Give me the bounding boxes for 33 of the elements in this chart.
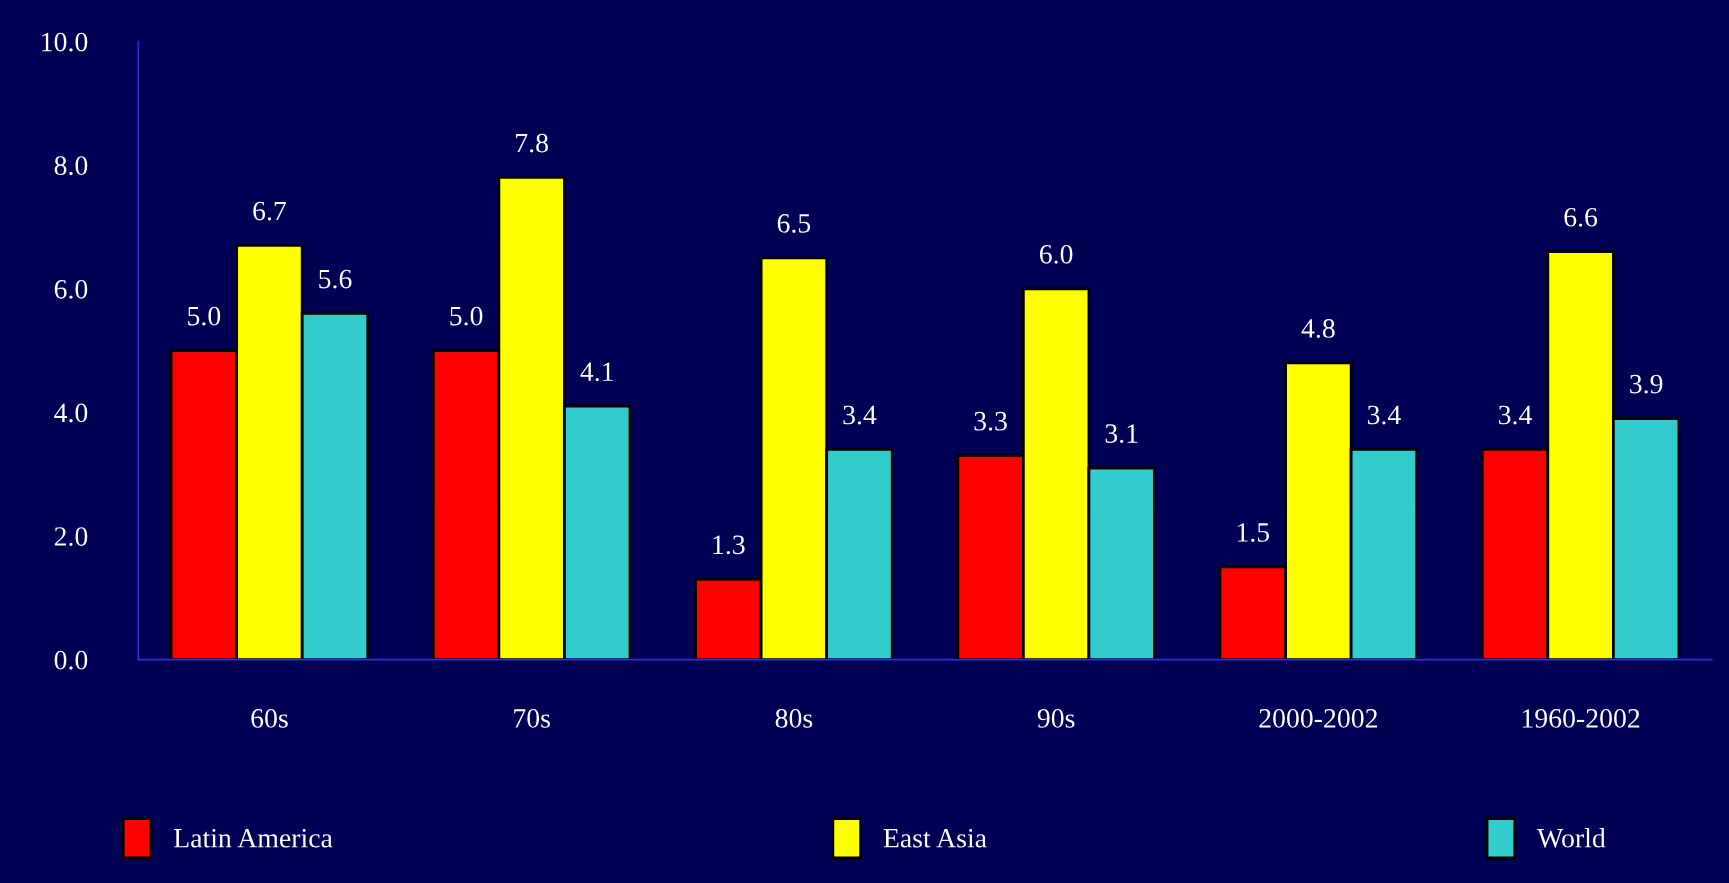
data-label: 6.7 xyxy=(253,201,286,221)
x-tick-label: 2000-2002 xyxy=(1259,709,1378,728)
data-label: 1.3 xyxy=(713,535,745,555)
data-label: 4.8 xyxy=(1301,319,1335,338)
data-label: 6.6 xyxy=(1564,207,1598,227)
y-tick-label: 2.0 xyxy=(54,527,88,547)
data-label: 3.3 xyxy=(974,411,1007,431)
x-tick-label: 60s xyxy=(251,709,288,728)
data-label: 3.4 xyxy=(843,405,877,425)
data-label: 5.6 xyxy=(319,269,352,289)
x-tick-label: 70s xyxy=(514,709,550,728)
data-label: 6.0 xyxy=(1039,244,1073,264)
y-tick-label: 10.0 xyxy=(42,32,88,52)
data-label: 6.5 xyxy=(777,214,811,233)
x-tick-label: 80s xyxy=(775,709,813,728)
legend-label: Latin America xyxy=(174,828,333,848)
legend-label: East Asia xyxy=(883,828,987,848)
data-label: 4.1 xyxy=(580,362,613,382)
data-label: 3.9 xyxy=(1630,374,1663,394)
data-label: 5.0 xyxy=(188,306,221,326)
legend-label: World xyxy=(1537,828,1606,848)
data-label: 5.0 xyxy=(450,306,483,326)
data-label: 3.1 xyxy=(1105,424,1138,444)
data-label: 1.5 xyxy=(1237,523,1270,542)
y-tick-label: 8.0 xyxy=(54,156,88,176)
y-tick-label: 4.0 xyxy=(54,403,88,423)
data-label: 3.4 xyxy=(1367,405,1401,425)
data-label: 3.4 xyxy=(1499,405,1532,425)
x-tick-label: 1960-2002 xyxy=(1522,709,1640,728)
y-tick-label: 6.0 xyxy=(54,279,88,299)
x-tick-label: 90s xyxy=(1037,709,1075,728)
y-tick-label: 0.0 xyxy=(54,650,88,670)
data-label: 7.8 xyxy=(516,133,548,153)
